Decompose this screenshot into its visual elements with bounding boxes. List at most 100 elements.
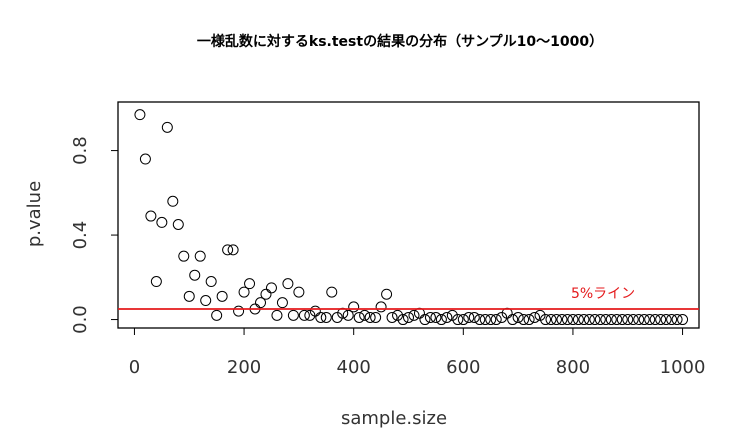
data-point	[611, 314, 623, 326]
data-point	[556, 314, 568, 326]
reference-line-label: 5%ライン	[571, 286, 635, 302]
data-point	[457, 314, 469, 326]
data-point	[233, 305, 245, 317]
data-point	[304, 309, 316, 321]
data-point	[183, 290, 195, 302]
data-point	[600, 314, 612, 326]
data-point	[419, 314, 431, 326]
data-point	[605, 314, 617, 326]
data-point	[282, 278, 294, 290]
data-point	[194, 250, 206, 262]
data-point	[622, 314, 634, 326]
data-point	[441, 311, 453, 323]
data-point	[523, 314, 535, 326]
data-point	[512, 311, 524, 323]
data-point	[167, 195, 179, 207]
data-point	[150, 276, 162, 288]
data-point	[479, 314, 491, 326]
data-point	[424, 311, 436, 323]
data-point	[161, 121, 173, 133]
data-point	[298, 309, 310, 321]
data-point	[490, 314, 502, 326]
data-point	[348, 301, 360, 313]
data-point	[649, 314, 661, 326]
data-point	[496, 311, 508, 323]
x-axis-label: sample.size	[341, 408, 447, 429]
data-point	[255, 297, 267, 309]
data-point	[342, 309, 354, 321]
data-point	[627, 314, 639, 326]
data-point	[134, 109, 146, 121]
data-point	[309, 305, 321, 317]
data-point	[244, 278, 256, 290]
data-point	[326, 286, 338, 298]
data-point	[677, 314, 689, 326]
data-point	[540, 314, 552, 326]
data-point	[463, 311, 475, 323]
data-point	[633, 314, 645, 326]
data-point	[364, 311, 376, 323]
data-point	[386, 311, 398, 323]
data-point	[156, 216, 168, 228]
data-point	[172, 219, 184, 231]
data-point	[271, 309, 283, 321]
data-point	[211, 309, 223, 321]
data-point	[534, 309, 546, 321]
data-point	[594, 314, 606, 326]
data-point	[446, 309, 458, 321]
data-point	[227, 244, 239, 256]
data-point	[315, 311, 327, 323]
y-tick-label: 0.4	[70, 221, 91, 250]
data-point	[671, 314, 683, 326]
data-point	[435, 314, 447, 326]
data-point	[353, 311, 365, 323]
data-point	[561, 314, 573, 326]
data-point	[381, 288, 393, 300]
data-point	[578, 314, 590, 326]
data-point	[189, 269, 201, 281]
data-point	[216, 290, 228, 302]
data-point	[359, 309, 371, 321]
data-point	[408, 309, 420, 321]
chart-title: 一様乱数に対するks.testの結果の分布（サンプル10〜1000）	[197, 33, 603, 50]
data-point	[485, 314, 497, 326]
data-point	[655, 314, 667, 326]
data-point	[397, 314, 409, 326]
data-point	[260, 288, 272, 300]
data-point	[205, 276, 217, 288]
data-point	[666, 314, 678, 326]
data-point	[265, 282, 277, 294]
data-point	[222, 244, 234, 256]
data-point	[567, 314, 579, 326]
data-point	[616, 314, 628, 326]
data-point	[276, 297, 288, 309]
data-point	[392, 309, 404, 321]
data-point	[474, 314, 486, 326]
data-point	[370, 311, 382, 323]
data-point	[238, 286, 250, 298]
data-point	[375, 301, 387, 313]
data-point	[145, 210, 157, 222]
x-tick-label: 1000	[660, 357, 706, 378]
data-point	[178, 250, 190, 262]
data-point	[644, 314, 656, 326]
data-point	[638, 314, 650, 326]
x-tick-label: 400	[337, 357, 371, 378]
x-tick-label: 600	[446, 357, 480, 378]
y-tick-label: 0.0	[70, 305, 91, 334]
y-axis: 0.0 0.4 0.8	[70, 136, 119, 334]
x-tick-label: 800	[556, 357, 590, 378]
data-point	[331, 311, 343, 323]
data-point	[468, 311, 480, 323]
y-axis-label: p.value	[24, 181, 45, 247]
data-point	[293, 286, 305, 298]
x-tick-label: 0	[129, 357, 140, 378]
data-point	[287, 309, 299, 321]
data-point	[403, 311, 414, 323]
data-point	[452, 314, 464, 326]
data-point	[589, 314, 601, 326]
data-point	[545, 314, 557, 326]
data-point	[139, 153, 151, 165]
data-point	[529, 311, 541, 323]
